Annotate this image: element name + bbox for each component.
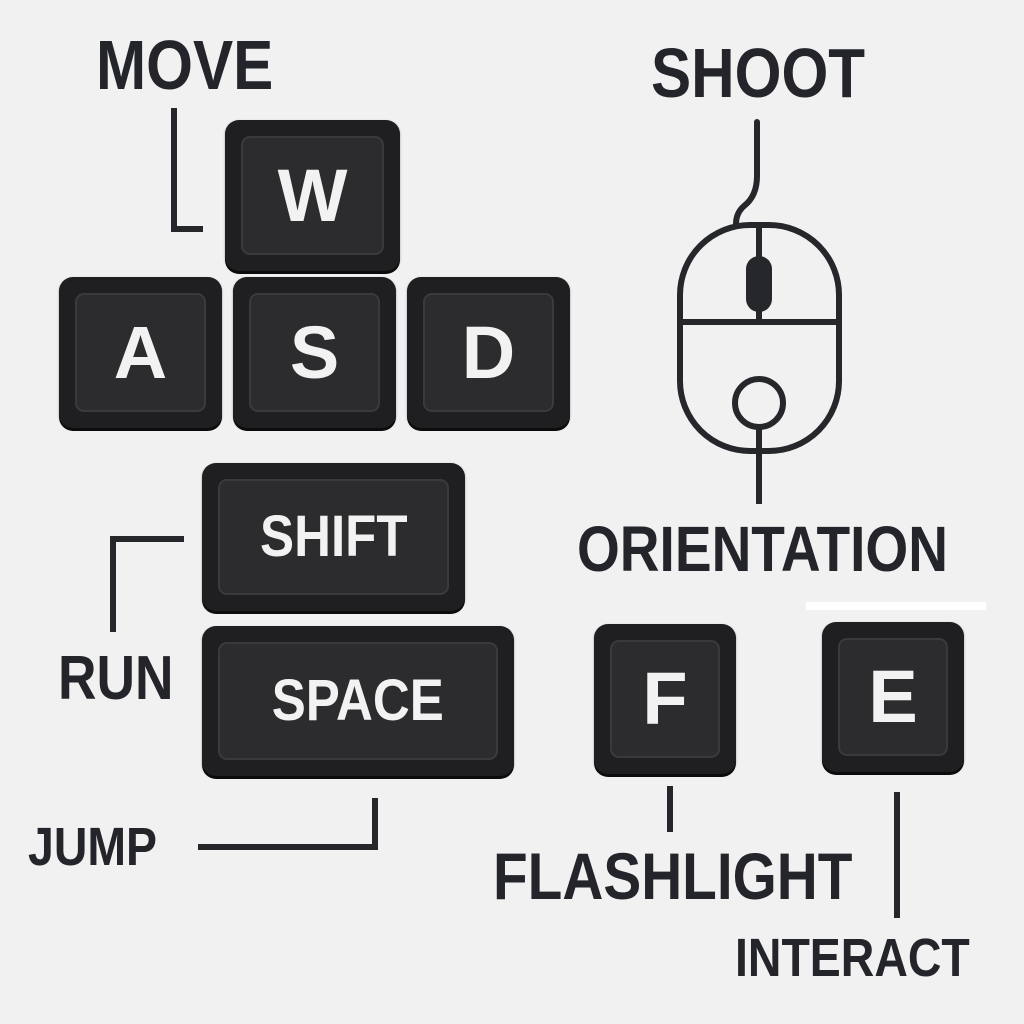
interact-label: INTERACT [735,928,970,988]
key-d[interactable]: D [407,277,570,428]
key-a[interactable]: A [59,277,222,428]
flashlight-connector [667,786,673,832]
run-label: RUN [58,644,174,713]
key-space[interactable]: SPACE [202,626,514,776]
move-connector-horizontal [171,226,203,232]
shoot-label: SHOOT [651,34,866,112]
key-w[interactable]: W [225,120,400,271]
jump-label: JUMP [28,817,158,877]
key-e-label: E [868,655,918,738]
key-shift[interactable]: SHIFT [202,463,465,611]
key-shift-label: SHIFT [259,504,408,569]
key-f-label: F [642,657,688,740]
orientation-label: ORIENTATION [577,513,948,585]
key-s-label: S [289,310,340,394]
highlight-strip [806,602,986,610]
jump-connector-vertical [372,798,378,850]
move-label: MOVE [96,26,274,104]
run-connector-horizontal [110,536,184,542]
key-e[interactable]: E [822,622,964,772]
key-f[interactable]: F [594,624,736,774]
key-w-label: W [277,153,348,237]
run-connector-vertical [110,536,116,632]
key-a-label: A [113,310,168,394]
key-d-label: D [461,310,516,394]
interact-connector [894,792,900,918]
orientation-connector [756,424,762,504]
key-s[interactable]: S [233,277,396,428]
flashlight-label: FLASHLIGHT [493,839,853,913]
move-connector-vertical [171,108,177,232]
key-space-label: SPACE [271,668,445,733]
jump-connector-horizontal [198,844,378,850]
